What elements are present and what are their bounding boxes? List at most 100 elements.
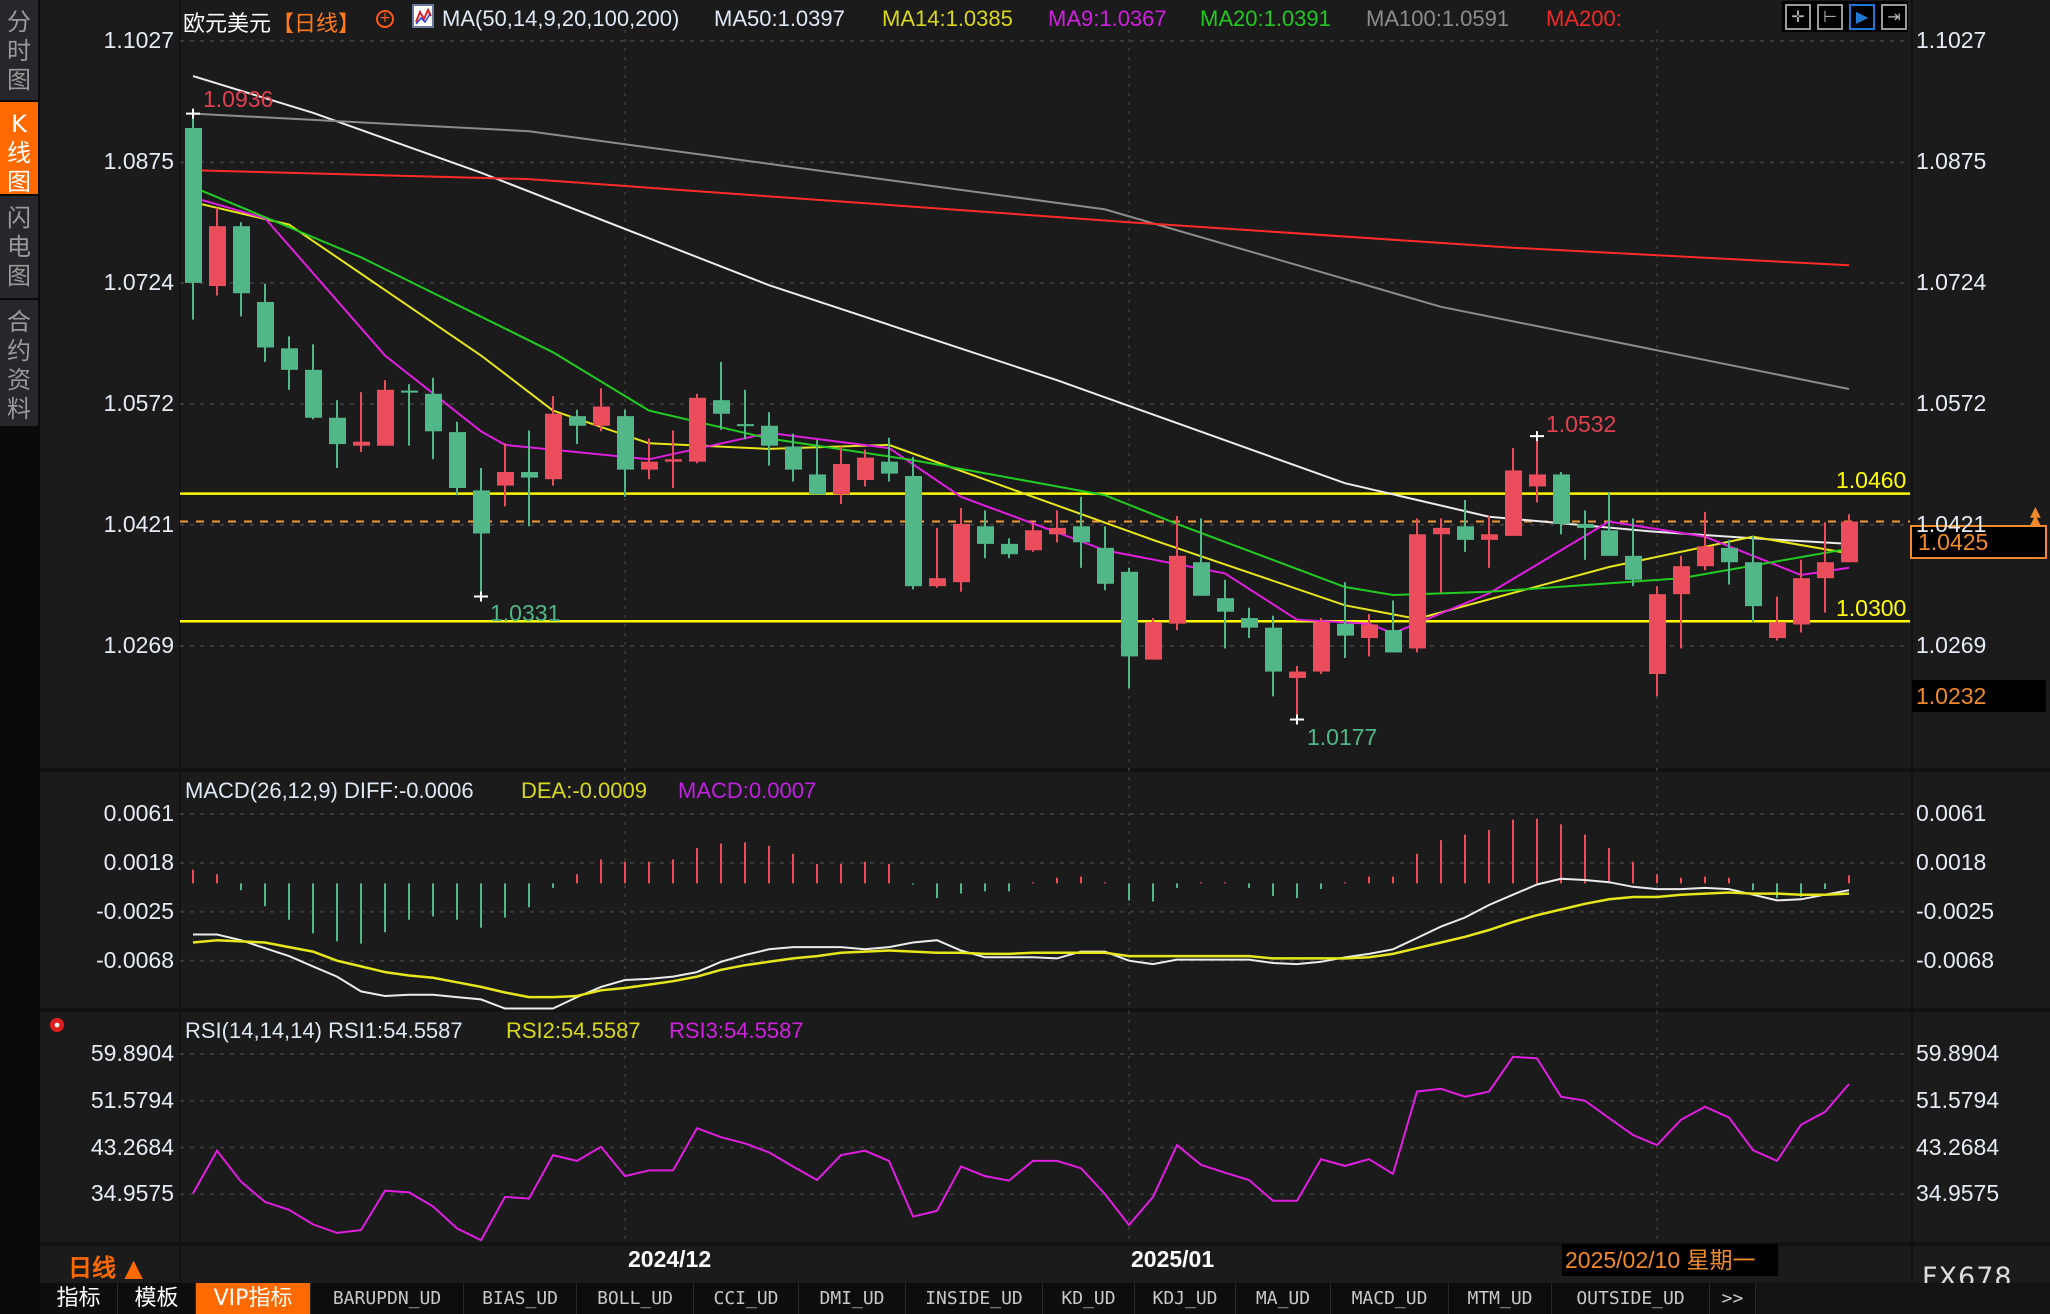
settings-dot-icon[interactable]	[50, 1018, 64, 1032]
macd-title: MACD(26,12,9) DIFF:-0.0006	[185, 778, 474, 804]
range-icon[interactable]: ⊢	[1817, 4, 1843, 30]
candle-up	[689, 393, 706, 464]
candle-body	[593, 406, 610, 426]
axis-tick-label: 1.0421	[1916, 510, 1987, 537]
period-selector[interactable]: 日线 ▲	[68, 1254, 143, 1282]
candle-body	[449, 432, 466, 488]
candle-down	[473, 468, 490, 597]
indicator-tab[interactable]: OUTSIDE_UD	[1552, 1283, 1710, 1314]
play-right-icon[interactable]: ▶	[1849, 4, 1875, 30]
indicator-tab[interactable]: BIAS_UD	[464, 1283, 577, 1314]
indicator-chart-icon[interactable]	[412, 4, 434, 28]
rsi1-value: RSI1:54.5587	[328, 1018, 463, 1043]
candle-body	[1001, 543, 1018, 555]
candle-up	[497, 443, 514, 507]
date-tick-label: 2024/12	[628, 1246, 712, 1272]
circle-plus-icon[interactable]: +	[376, 10, 394, 28]
axis-tick-label: 51.5794	[1916, 1086, 2000, 1113]
candle-body	[569, 416, 586, 426]
candle-down	[449, 421, 466, 496]
ma20-value: MA20:1.0391	[1200, 6, 1331, 31]
candle-body	[1625, 555, 1642, 580]
rsi2-value: RSI2:54.5587	[506, 1018, 641, 1043]
crosshair-icon[interactable]: ✛	[1785, 4, 1811, 30]
rsi-title: RSI(14,14,14) RSI1:54.5587	[185, 1018, 463, 1044]
ma100-value: MA100:1.0591	[1366, 6, 1510, 31]
sidebar-tab-label: 闪电图	[7, 204, 31, 290]
sidebar-tab-flash[interactable]: 闪电图	[0, 196, 38, 298]
candle-up	[1145, 618, 1162, 660]
axis-tick-label: 0.0018	[1916, 848, 1987, 875]
candle-body	[1313, 622, 1330, 672]
axis-tick-label: -0.0025	[95, 897, 174, 924]
candle-body	[1241, 618, 1258, 628]
indicator-tab[interactable]: KD_UD	[1043, 1283, 1135, 1314]
axis-tick-label: 1.0572	[103, 390, 174, 417]
indicator-tab[interactable]: DMI_UD	[799, 1283, 906, 1314]
indicator-tab[interactable]: VIP指标	[196, 1283, 311, 1314]
macd-diff: DIFF:-0.0006	[343, 778, 474, 803]
ma50-value: MA50:1.0397	[714, 6, 845, 31]
candle-body	[617, 416, 634, 470]
candle-body	[761, 425, 778, 446]
candle-body	[1097, 547, 1114, 584]
candle-up	[1169, 515, 1186, 631]
indicator-tab[interactable]: INSIDE_UD	[906, 1283, 1043, 1314]
scroll-up-icon[interactable]: ▲ ▲	[2030, 504, 2041, 528]
candle-body	[905, 476, 922, 587]
indicator-tab[interactable]: 指标	[40, 1283, 118, 1314]
indicator-tab[interactable]: KDJ_UD	[1135, 1283, 1236, 1314]
axis-tick-label: 0.0061	[1916, 800, 1987, 826]
candle-body	[233, 226, 250, 294]
sidebar-tab-timeshare[interactable]: 分时图	[0, 0, 38, 100]
panel-divider	[40, 1242, 2050, 1246]
cursor-price-box: 1.0232	[1912, 680, 2046, 712]
high-price-label: 1.0936	[203, 86, 274, 112]
high-price-label-2: 1.0532	[1546, 411, 1617, 437]
indicator-tab[interactable]: MACD_UD	[1331, 1283, 1449, 1314]
axis-tick-label: 43.2684	[90, 1133, 174, 1160]
candle-up	[1697, 511, 1714, 571]
indicator-tab[interactable]: CCI_UD	[694, 1283, 799, 1314]
indicator-tab[interactable]: BOLL_UD	[577, 1283, 694, 1314]
candle-body	[329, 417, 346, 445]
current-date-box: 2025/02/10 星期一	[1562, 1244, 1778, 1276]
candle-body	[1601, 530, 1618, 556]
candle-body	[1529, 474, 1546, 487]
panel-divider	[40, 1008, 2050, 1012]
rsi-params: RSI(14,14,14)	[185, 1018, 322, 1043]
high-marker	[1530, 431, 1544, 442]
candle-up	[1769, 596, 1786, 641]
sidebar-tab-kline[interactable]: K线图	[0, 102, 38, 196]
indicator-tab[interactable]: MA_UD	[1236, 1283, 1331, 1314]
candle-up	[1529, 436, 1546, 503]
symbol-name: 欧元美元	[183, 11, 272, 36]
indicator-tab[interactable]: >>	[1710, 1283, 1756, 1314]
candle-body	[1169, 555, 1186, 624]
candle-down	[761, 412, 778, 466]
candle-up	[1025, 523, 1042, 552]
candle-down	[1601, 491, 1618, 556]
indicator-tab[interactable]: BARUPDN_UD	[311, 1283, 464, 1314]
candle-body	[1385, 630, 1402, 653]
axis-tick-label: 1.0269	[1916, 632, 1987, 659]
candle-up	[665, 430, 682, 488]
indicator-tab[interactable]: MTM_UD	[1449, 1283, 1552, 1314]
sidebar-tab-contract-info[interactable]: 合约资料	[0, 300, 38, 426]
axis-tick-label: 1.1027	[1916, 27, 1987, 53]
candle-down	[1745, 535, 1762, 623]
move-right-icon[interactable]: ⇥	[1881, 4, 1907, 30]
candle-body	[521, 472, 538, 478]
candle-up	[1433, 518, 1450, 593]
indicator-tab[interactable]: 模板	[118, 1283, 196, 1314]
candle-down	[305, 344, 322, 420]
ma9-value: MA9:1.0367	[1048, 6, 1167, 31]
candle-down	[617, 409, 634, 497]
candle-down	[1241, 607, 1258, 639]
candle-down	[1121, 567, 1138, 689]
current-price-box: 1.0425	[1910, 525, 2047, 559]
candle-body	[713, 400, 730, 414]
date-tick-label: 2025/01	[1131, 1246, 1215, 1272]
candle-body	[809, 474, 826, 495]
